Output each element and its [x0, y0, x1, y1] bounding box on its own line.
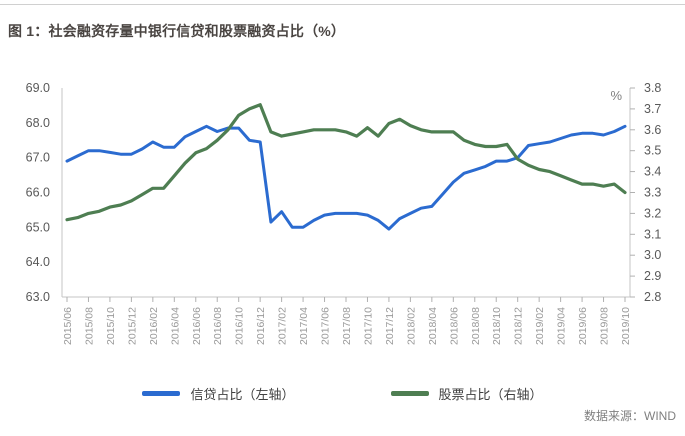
x-axis-tick-label: 2016/10 [234, 307, 246, 345]
x-axis-tick-label: 2017/08 [341, 307, 353, 345]
right-axis-unit-label: % [610, 88, 622, 103]
x-axis-tick-label: 2017/02 [277, 307, 289, 345]
series-line-credit [65, 124, 627, 231]
left-axis-tick-label: 67.0 [26, 151, 50, 165]
left-axis-tick-label: 68.0 [26, 116, 50, 130]
credit-line-swatch [142, 391, 181, 396]
x-axis-tick-label: 2016/06 [191, 307, 203, 345]
left-axis-tick-label: 69.0 [26, 81, 50, 95]
x-axis-tick-label: 2017/10 [362, 307, 374, 345]
credit-legend-label: 信贷占比（左轴） [190, 387, 295, 402]
x-axis-tick-label: 2015/10 [105, 307, 117, 345]
legend-item-stock: 股票占比（右轴） [390, 384, 543, 403]
line-chart: 69.0 68.0 67.0 66.0 65.0 64.0 63.0 3.8 3.7 3.6 3.5… [26, 81, 662, 345]
chart-title: 图 1：社会融资存量中银行信贷和股票融资占比（%） [8, 23, 346, 39]
right-axis-tick-label: 3.8 [644, 81, 661, 95]
top-divider [0, 4, 685, 5]
stock-legend-label: 股票占比（右轴） [438, 387, 543, 402]
x-axis-tick-label: 2017/06 [320, 307, 332, 345]
x-axis-tick-label: 2019/08 [599, 307, 611, 345]
chart-legend: 信贷占比（左轴） 股票占比（右轴） [0, 384, 685, 403]
x-axis-tick-label: 2015/08 [83, 307, 95, 345]
right-axis-tick-label: 3.0 [644, 248, 661, 262]
right-axis-tick-label: 2.9 [644, 269, 661, 283]
left-axis-tick-label: 66.0 [26, 186, 50, 200]
right-axis-tick-label: 3.5 [644, 144, 661, 158]
x-axis-tick-label: 2017/04 [298, 307, 310, 345]
x-axis-tick-label: 2016/02 [148, 307, 160, 345]
x-axis-tick-label: 2018/04 [427, 307, 439, 345]
x-axis-tick-label: 2018/02 [405, 307, 417, 345]
x-axis-tick-label: 2015/12 [126, 307, 138, 345]
left-axis-tick-label: 63.0 [26, 290, 50, 304]
stock-line-swatch [390, 391, 429, 396]
right-axis-tick-label: 3.3 [644, 186, 661, 200]
x-axis-tick-label: 2018/10 [491, 307, 503, 345]
right-axis-tick-label: 3.2 [644, 206, 661, 220]
x-axis-tick-label: 2016/04 [169, 307, 181, 345]
series-line-stock [65, 103, 627, 222]
right-axis-tick-label: 2.8 [644, 290, 661, 304]
x-axis-tick-label: 2018/12 [513, 307, 525, 345]
data-source-note: 数据来源：WIND [584, 409, 676, 423]
x-axis-tick-label: 2019/02 [534, 307, 546, 345]
left-axis-tick-label: 65.0 [26, 220, 50, 234]
left-axis-tick-label: 64.0 [26, 255, 50, 269]
right-axis-tick-label: 3.7 [644, 102, 661, 116]
x-axis-tick-label: 2015/06 [62, 307, 74, 345]
right-axis-tick-label: 3.6 [644, 123, 661, 137]
x-axis-tick-label: 2019/06 [577, 307, 589, 345]
x-axis-tick-label: 2017/12 [384, 307, 396, 345]
x-axis-tick-label: 2019/04 [556, 307, 568, 345]
x-axis-tick-label: 2016/12 [255, 307, 267, 345]
legend-item-credit: 信贷占比（左轴） [142, 384, 295, 403]
x-axis-tick-label: 2016/08 [212, 307, 224, 345]
right-axis-tick-label: 3.1 [644, 227, 661, 241]
right-axis-tick-label: 3.4 [644, 165, 661, 179]
x-axis-tick-label: 2019/10 [620, 307, 632, 345]
x-axis-tick-label: 2018/06 [448, 307, 460, 345]
x-axis-tick-label: 2018/08 [470, 307, 482, 345]
